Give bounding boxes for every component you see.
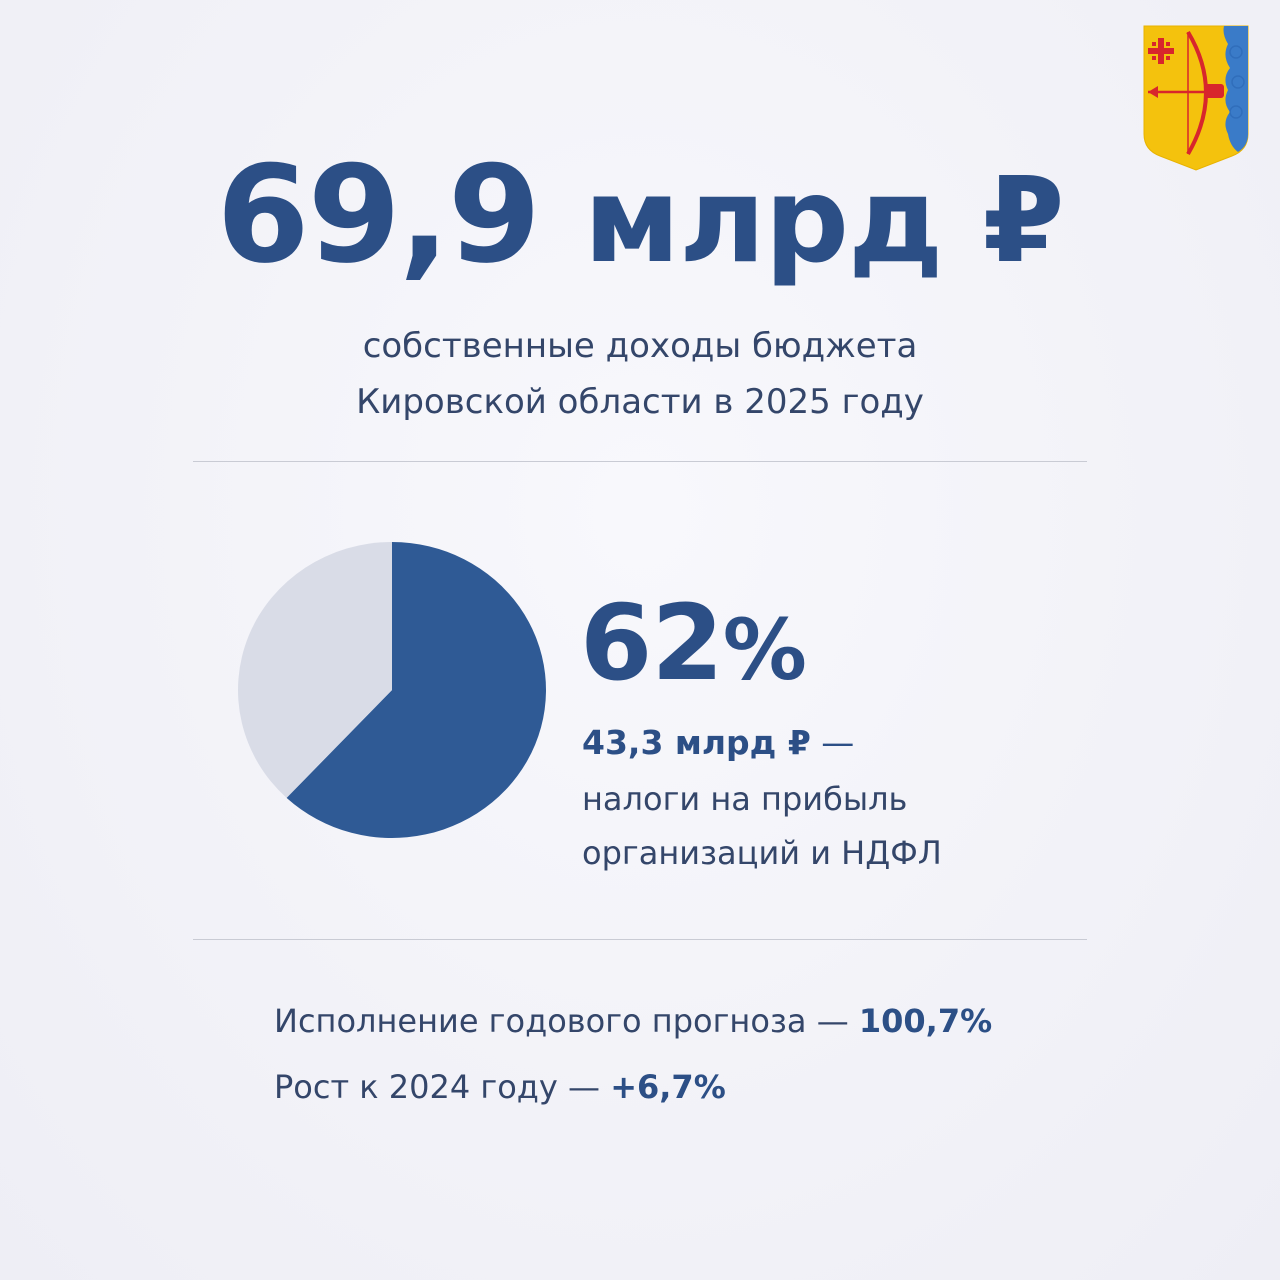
pie-slice-1 — [286, 542, 546, 838]
headline-value: 69,9 — [216, 137, 541, 293]
headline-amount: 69,9 млрд ₽ — [0, 130, 1280, 305]
headline-unit: млрд ₽ — [583, 151, 1065, 289]
pie-percent: 62% — [580, 578, 807, 715]
kirov-coat-of-arms-icon — [1143, 25, 1249, 171]
fact-growth-label: Рост к 2024 году — — [274, 1068, 601, 1106]
pie-percent-sign: % — [722, 601, 807, 699]
pie-desc-line-1: налоги на прибыль — [582, 780, 908, 818]
headline-subtitle: собственные доходы бюджета Кировской обл… — [0, 318, 1280, 430]
pie-amount-value: 43,3 млрд ₽ — [582, 723, 811, 762]
fact-forecast-label: Исполнение годового прогноза — — [274, 1002, 849, 1040]
divider-top — [193, 461, 1087, 462]
pie-amount: 43,3 млрд ₽ — — [582, 718, 854, 768]
fact-forecast-value: 100,7% — [858, 1002, 993, 1040]
pie-amount-dash: — — [821, 723, 855, 762]
divider-bottom — [193, 939, 1087, 940]
subtitle-line-2: Кировской области в 2025 году — [356, 382, 924, 422]
fact-forecast: Исполнение годового прогноза — 100,7% — [274, 988, 992, 1054]
fact-growth-value: +6,7% — [610, 1068, 726, 1106]
subtitle-line-1: собственные доходы бюджета — [362, 326, 918, 366]
pie-desc-line-2: организаций и НДФЛ — [582, 834, 942, 872]
fact-growth: Рост к 2024 году — +6,7% — [274, 1054, 992, 1120]
pie-chart — [238, 542, 546, 838]
pie-description: налоги на прибыль организаций и НДФЛ — [582, 772, 942, 880]
facts-list: Исполнение годового прогноза — 100,7% Ро… — [274, 988, 992, 1120]
pie-percent-value: 62 — [580, 582, 724, 704]
pie-slice-2 — [238, 542, 392, 798]
